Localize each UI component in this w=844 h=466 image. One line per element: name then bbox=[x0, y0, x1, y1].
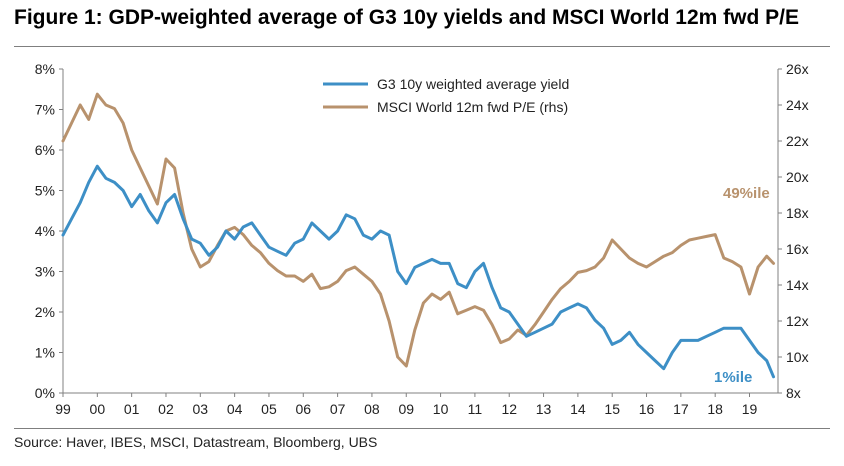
y2-tick-label: 12x bbox=[786, 313, 809, 329]
title-divider bbox=[14, 46, 830, 47]
x-tick-label: 03 bbox=[193, 401, 209, 417]
y2-tick-label: 22x bbox=[786, 133, 809, 149]
y2-tick-label: 10x bbox=[786, 349, 809, 365]
x-tick-label: 04 bbox=[227, 401, 243, 417]
y2-tick-label: 8x bbox=[786, 385, 801, 401]
y-tick-label: 0% bbox=[35, 385, 55, 401]
y2-tick-label: 14x bbox=[786, 277, 809, 293]
source-note: Source: Haver, IBES, MSCI, Datastream, B… bbox=[14, 434, 378, 450]
footer-divider bbox=[14, 428, 830, 429]
x-tick-label: 18 bbox=[707, 401, 723, 417]
annotation-1-percentile: 1%ile bbox=[714, 369, 752, 386]
legend-label: MSCI World 12m fwd P/E (rhs) bbox=[377, 99, 568, 115]
y-tick-label: 5% bbox=[35, 183, 55, 199]
annotation-49-percentile: 49%ile bbox=[723, 185, 770, 202]
x-tick-label: 08 bbox=[364, 401, 380, 417]
y-tick-label: 4% bbox=[35, 223, 55, 239]
x-tick-label: 15 bbox=[604, 401, 620, 417]
x-tick-label: 19 bbox=[742, 401, 758, 417]
x-tick-label: 06 bbox=[295, 401, 311, 417]
y-tick-label: 1% bbox=[35, 345, 55, 361]
y2-tick-label: 24x bbox=[786, 97, 809, 113]
x-tick-label: 07 bbox=[330, 401, 346, 417]
chart-title: Figure 1: GDP-weighted average of G3 10y… bbox=[14, 6, 799, 29]
chart-axes: 0% 1% 2% 3% 4% 5% 6% 7% 8% 8x 10x 12x 14x 16x 18x 20x 22… bbox=[35, 61, 809, 417]
x-tick-label: 02 bbox=[158, 401, 174, 417]
y2-tick-label: 26x bbox=[786, 61, 809, 77]
x-tick-label: 13 bbox=[536, 401, 552, 417]
x-tick-label: 10 bbox=[433, 401, 449, 417]
y-tick-label: 2% bbox=[35, 304, 55, 320]
chart-series bbox=[61, 92, 775, 379]
x-tick-label: 09 bbox=[398, 401, 414, 417]
series-line-g3-yield bbox=[61, 164, 775, 379]
y-tick-label: 3% bbox=[35, 264, 55, 280]
x-tick-label: 05 bbox=[261, 401, 277, 417]
x-tick-label: 12 bbox=[501, 401, 517, 417]
chart-annotations: 49%ile 1%ile bbox=[714, 185, 770, 386]
x-tick-label: 99 bbox=[55, 401, 71, 417]
y-tick-label: 6% bbox=[35, 142, 55, 158]
y-tick-label: 7% bbox=[35, 102, 55, 118]
series-line-msci-pe bbox=[61, 92, 775, 368]
y2-tick-label: 18x bbox=[786, 205, 809, 221]
x-tick-label: 01 bbox=[124, 401, 140, 417]
x-tick-label: 16 bbox=[639, 401, 655, 417]
y2-tick-label: 20x bbox=[786, 169, 809, 185]
x-tick-label: 11 bbox=[468, 401, 483, 417]
y2-tick-label: 16x bbox=[786, 241, 809, 257]
chart-legend: G3 10y weighted average yield MSCI World … bbox=[323, 76, 569, 115]
x-tick-label: 00 bbox=[90, 401, 106, 417]
y-tick-label: 8% bbox=[35, 61, 55, 77]
x-tick-label: 14 bbox=[570, 401, 586, 417]
x-tick-label: 17 bbox=[673, 401, 689, 417]
legend-label: G3 10y weighted average yield bbox=[377, 76, 569, 92]
